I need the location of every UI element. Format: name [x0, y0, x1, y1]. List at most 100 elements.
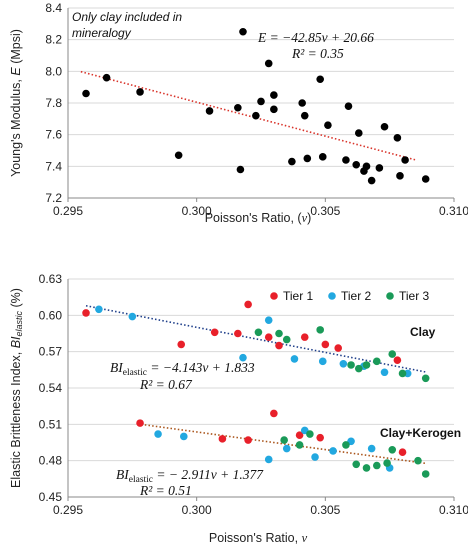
data-point-tier-1	[398, 448, 407, 456]
y-tick-labels-bottom: 0.45 0.48 0.51 0.54 0.57 0.60 0.63	[39, 272, 63, 504]
legend: Tier 1 Tier 2 Tier 3	[270, 289, 430, 303]
data-point-tier-2	[95, 305, 103, 314]
data-point-tier-1	[82, 309, 90, 317]
data-point	[318, 153, 327, 161]
data-point	[393, 134, 402, 142]
data-point	[257, 97, 265, 106]
top-y-tick-label: 8.0	[45, 64, 62, 78]
data-point	[264, 59, 273, 68]
x-tick-labels-top: 0.295 0.300 0.305 0.310	[53, 204, 468, 218]
legend-label-tier-1: Tier 1	[283, 289, 314, 303]
axes-bottom	[67, 279, 455, 501]
equation-clay: BIelastic = −4.143ν + 1.833	[110, 360, 255, 378]
top-x-tick-label: 0.300	[182, 204, 212, 218]
chart-bottom: 0.450.480.510.540.570.600.63 0.295 0.300 0…	[9, 272, 468, 545]
annotation-box: Only clay included in mineralogy	[72, 10, 182, 40]
data-point-tier-1	[177, 340, 186, 349]
legend-item-tier-1: Tier 1	[270, 289, 314, 303]
data-point-tier-3	[383, 459, 391, 467]
data-point-tier-3	[373, 461, 381, 470]
data-point-tier-3	[362, 361, 371, 369]
data-point-tier-2	[339, 359, 348, 368]
data-point	[354, 129, 363, 137]
legend-label-tier-2: Tier 2	[341, 289, 372, 303]
data-point	[300, 111, 309, 120]
bottom-y-tick-label: 0.63	[39, 272, 63, 286]
bottom-y-tick-label: 0.57	[39, 345, 63, 359]
trendline-clay-kerogen	[137, 423, 426, 465]
data-point-tier-1	[316, 433, 324, 442]
r2-clay-kerogen: R² = 0.51	[139, 483, 192, 498]
data-point-tier-3	[414, 456, 422, 465]
top-y-tick-label: 8.4	[45, 1, 62, 15]
data-point-tier-3	[306, 430, 314, 438]
bottom-x-tick-label: 0.295	[53, 503, 83, 517]
data-point-tier-2	[239, 353, 247, 362]
data-point	[270, 105, 278, 114]
top-y-tick-label: 7.2	[45, 191, 62, 205]
data-point-tier-3	[352, 460, 361, 469]
x-axis-label-top: Poisson's Ratio, (ν)	[205, 211, 312, 225]
data-point-tier-2	[282, 444, 291, 453]
data-point-tier-2	[318, 357, 327, 366]
trendlines-bottom	[85, 304, 426, 465]
data-point-tier-1	[321, 340, 330, 349]
data-point-tier-2	[367, 444, 376, 453]
data-point	[396, 172, 404, 180]
data-point-tier-3	[398, 369, 407, 378]
data-point-tier-1	[218, 435, 227, 443]
data-point	[252, 111, 260, 120]
data-point-tier-1	[210, 328, 219, 337]
data-point-tier-2	[154, 430, 162, 438]
data-point-tier-3	[388, 350, 397, 358]
data-point	[82, 89, 90, 98]
bottom-y-tick-label: 0.48	[39, 454, 63, 468]
legend-label-tier-3: Tier 3	[399, 289, 430, 303]
chart-top: 7.2 7.4 7.6 7.8 8.0 8.2 8.4 0.295 0.300 0.305 0.3…	[9, 1, 468, 225]
data-point	[288, 157, 296, 166]
r2-clay: R² = 0.67	[139, 377, 193, 392]
data-point-tier-1	[244, 300, 252, 309]
data-point-tier-2	[380, 368, 389, 377]
axes-top	[67, 8, 455, 202]
top-y-tick-label: 7.6	[45, 128, 62, 142]
data-point	[342, 156, 350, 164]
legend-item-tier-3: Tier 3	[386, 289, 430, 303]
data-point-tier-1	[244, 436, 252, 444]
top-x-tick-label: 0.305	[310, 204, 340, 218]
group-label-clay-kerogen: Clay+Kerogen	[380, 426, 461, 440]
data-point-tier-3	[354, 364, 363, 373]
bottom-y-tick-label: 0.54	[39, 381, 63, 395]
data-point-tier-1	[393, 356, 402, 364]
data-point-tier-3	[295, 441, 304, 449]
bottom-x-tick-label: 0.305	[310, 503, 340, 517]
data-point-tier-3	[373, 357, 381, 366]
data-point	[174, 151, 183, 160]
data-point-tier-1	[234, 329, 242, 338]
data-point-tier-3	[362, 464, 371, 472]
data-point	[375, 164, 384, 172]
data-point-tier-1	[136, 419, 144, 427]
annotation-line-1: Only clay included in	[72, 10, 182, 24]
bottom-y-tick-label: 0.45	[39, 490, 63, 504]
data-point-tier-1	[295, 431, 304, 440]
legend-marker-tier-2	[328, 292, 336, 300]
data-point	[421, 175, 430, 183]
x-tick-labels-bottom: 0.295 0.300 0.305 0.310	[53, 503, 468, 517]
data-point-tier-3	[280, 436, 288, 444]
data-point	[316, 75, 324, 84]
data-point	[352, 160, 361, 169]
top-x-tick-label: 0.310	[439, 204, 468, 218]
data-point-tier-3	[421, 374, 430, 383]
y-tick-labels-top: 7.2 7.4 7.6 7.8 8.0 8.2 8.4	[45, 1, 62, 205]
data-point-tier-1	[270, 409, 278, 418]
data-point-tier-1	[275, 341, 283, 350]
data-point-tier-3	[347, 361, 355, 369]
y-axis-label-top: Young's Modulus, E (Mpsi)	[9, 29, 23, 177]
data-point	[270, 91, 278, 99]
data-point-tier-3	[275, 329, 283, 338]
data-point	[136, 88, 144, 96]
data-point-tier-1	[264, 333, 273, 341]
legend-item-tier-2: Tier 2	[328, 289, 372, 303]
